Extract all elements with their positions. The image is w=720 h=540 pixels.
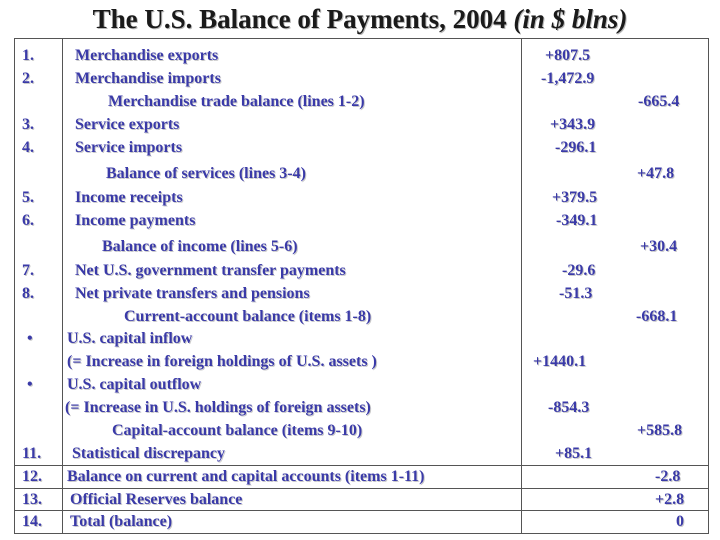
table-row: 4. Service imports -296.1 [0,136,720,159]
table-row: 2. Merchandise imports -1,472.9 [0,67,720,90]
page-title: The U.S. Balance of Payments, 2004 (in $… [0,2,720,36]
row-label: U.S. capital outflow [67,376,202,393]
row-value-detail: +379.5 [552,189,598,206]
row-value-balance: +585.8 [637,422,683,439]
row-value-detail: -296.1 [555,139,597,156]
row-value-detail: -854.3 [548,399,590,416]
row-number: 11. [22,445,42,462]
row-label: Capital-account balance (items 9-10) [112,422,363,439]
row-value-balance: +30.4 [640,238,678,255]
table-row: 8. Net private transfers and pensions -5… [0,282,720,305]
title-main: The U.S. Balance of Payments, 2004 [92,4,507,34]
table-row: • U.S. capital outflow [0,373,720,396]
row-value-balance: +2.8 [655,491,685,508]
row-label: Merchandise trade balance (lines 1-2) [108,93,365,110]
row-label: Net private transfers and pensions [75,285,310,302]
table-row: 7. Net U.S. government transfer payments… [0,259,720,282]
table-row: 3. Service exports +343.9 [0,113,720,136]
table-row: • U.S. capital inflow [0,327,720,350]
row-value-detail: +807.5 [545,47,591,64]
row-label: Statistical discrepancy [72,445,226,462]
table-row: (= Increase in foreign holdings of U.S. … [0,350,720,373]
row-label: Service imports [75,139,183,156]
table-row: 6. Income payments -349.1 [0,209,720,232]
row-label: Merchandise exports [75,47,219,64]
row-value-detail: +343.9 [550,116,596,133]
row-bullet: • [27,376,33,393]
row-label: Current-account balance (items 1-8) [124,308,372,325]
row-number: 7. [22,262,34,279]
table-row: 11. Statistical discrepancy +85.1 [0,442,720,465]
row-value-balance: -665.4 [638,93,680,110]
table-row: Capital-account balance (items 9-10) +58… [0,419,720,442]
column-divider-value [521,38,522,534]
row-label: Balance of income (lines 5-6) [102,238,298,255]
table-row: (= Increase in U.S. holdings of foreign … [0,396,720,419]
row-value-detail: +1440.1 [533,353,587,370]
row-number: 5. [22,189,34,206]
row-label: Balance of services (lines 3-4) [106,165,306,182]
row-value-detail: -29.6 [562,262,596,279]
row-label: (= Increase in foreign holdings of U.S. … [67,353,377,370]
row-label: Income receipts [75,189,183,206]
table-row: 1. Merchandise exports +807.5 [0,44,720,67]
row-value-balance: -668.1 [636,308,678,325]
row-value-detail: -349.1 [556,212,598,229]
table-row: Current-account balance (items 1-8) -668… [0,305,720,328]
row-value-balance: +47.8 [637,165,675,182]
row-value-balance: 0 [676,513,684,530]
row-label: U.S. capital inflow [67,330,193,347]
row-bullet: • [27,330,33,347]
row-label: Merchandise imports [75,70,221,87]
table-row: 5. Income receipts +379.5 [0,186,720,209]
row-label: Official Reserves balance [70,491,243,508]
row-number: 13. [22,491,42,508]
row-value-detail: -1,472.9 [541,70,595,87]
row-value-detail: -51.3 [559,285,593,302]
row-label: Income payments [75,212,196,229]
table-row: 12. Balance on current and capital accou… [0,465,720,488]
table-frame [14,38,709,534]
table-row: Balance of income (lines 5-6) +30.4 [0,235,720,258]
title-unit: (in $ blns) [513,4,628,34]
row-number: 4. [22,139,34,156]
row-label: Balance on current and capital accounts … [67,468,425,485]
row-number: 1. [22,47,34,64]
row-value-detail: +85.1 [555,445,593,462]
row-number: 12. [22,468,42,485]
row-number: 6. [22,212,34,229]
row-number: 14. [22,513,42,530]
row-value-balance: -2.8 [655,468,681,485]
row-number: 3. [22,116,34,133]
column-divider-number [62,38,63,534]
row-label: Total (balance) [70,513,173,530]
row-label: Net U.S. government transfer payments [75,262,346,279]
table-row: 14. Total (balance) 0 [0,510,720,533]
row-number: 2. [22,70,34,87]
row-divider-11 [14,465,709,466]
row-number: 8. [22,285,34,302]
row-label: (= Increase in U.S. holdings of foreign … [65,399,371,416]
table-row: Merchandise trade balance (lines 1-2) -6… [0,90,720,113]
table-row: 13. Official Reserves balance +2.8 [0,488,720,511]
row-divider-13 [14,510,709,511]
row-divider-12 [14,488,709,489]
table-row: Balance of services (lines 3-4) +47.8 [0,162,720,185]
row-label: Service exports [75,116,180,133]
